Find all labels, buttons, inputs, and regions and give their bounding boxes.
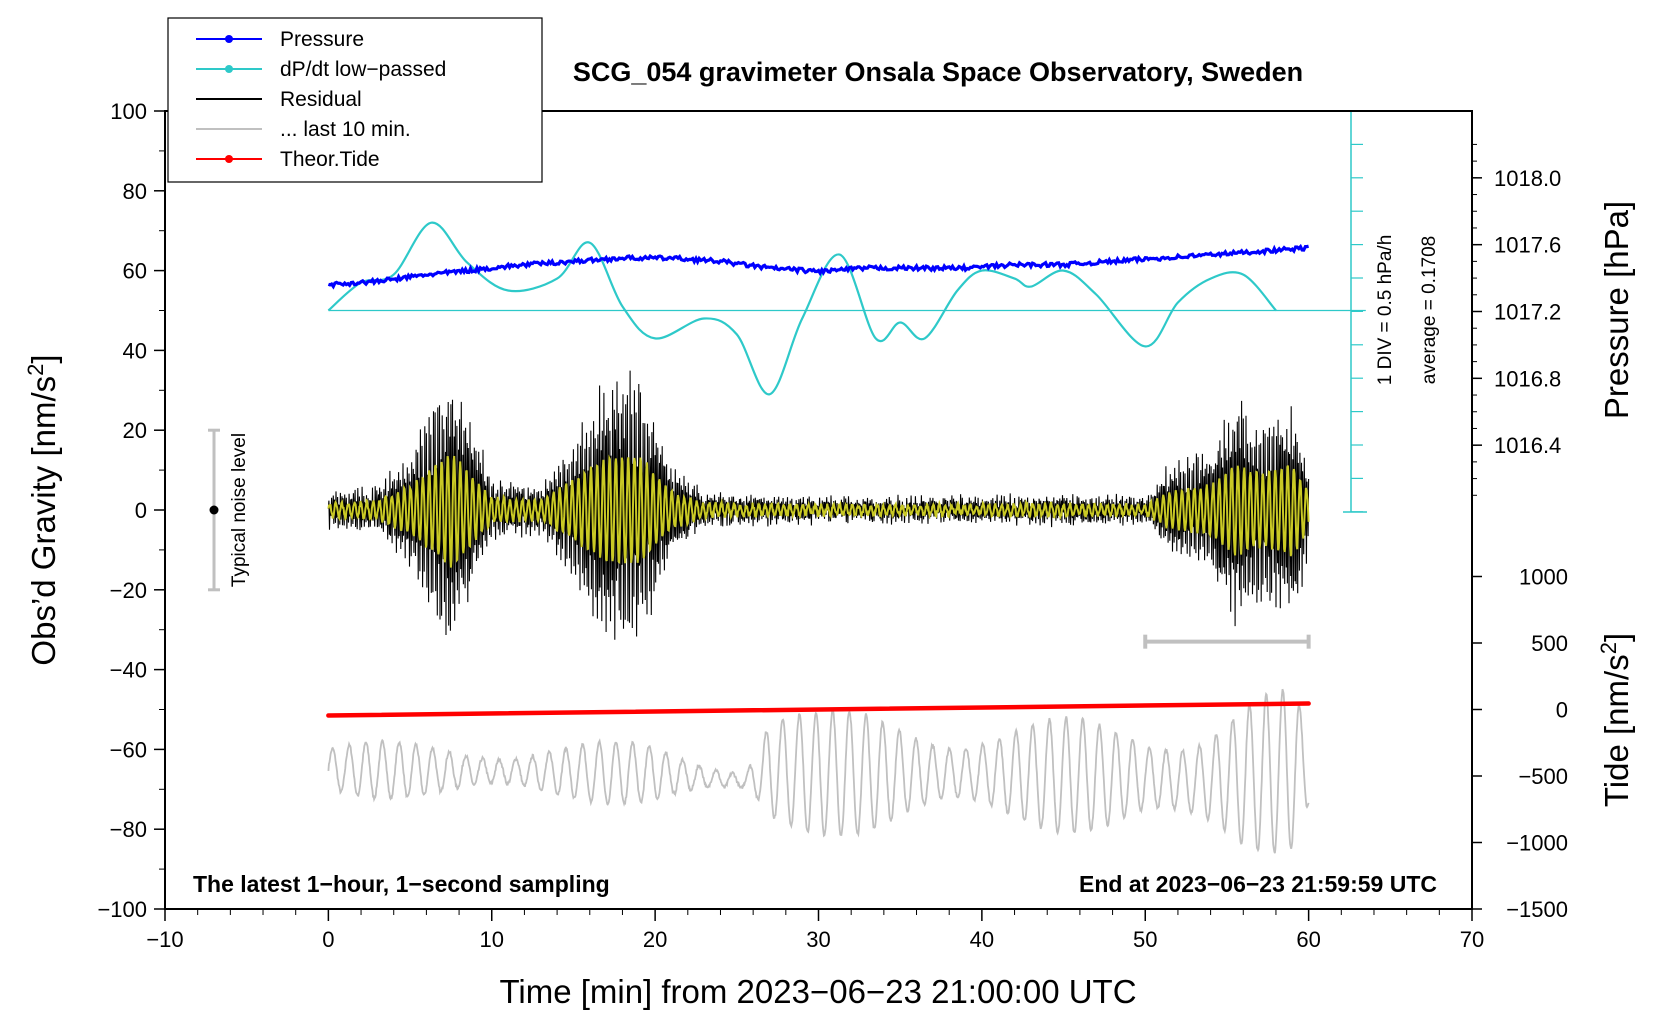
x-tick-label: 0 [322, 927, 334, 952]
legend-marker-4 [225, 155, 233, 163]
x-tick-label: 50 [1133, 927, 1157, 952]
x-tick-label: 10 [480, 927, 504, 952]
residual-series-line [327, 370, 1310, 640]
residual-lowpass-line [327, 454, 1310, 568]
pressure-tick-label: 1017.6 [1494, 233, 1561, 258]
y-tick-label: 0 [135, 498, 147, 523]
y-axis-title-base: Obs’d Gravity [nm/s [25, 376, 62, 666]
tide-tick-label: 500 [1531, 631, 1568, 656]
noise-level-label: Typical noise level [229, 433, 250, 587]
y-tick-label: 100 [110, 99, 147, 124]
tide-axis-title-base: Tide [nm/s [1598, 654, 1635, 807]
legend-label-3: ... last 10 min. [280, 118, 411, 141]
y-tick-label: −20 [110, 578, 147, 603]
y-axis-title-close: ] [25, 354, 62, 363]
legend-label-4: Theor.Tide [280, 148, 380, 171]
y-tick-label: −60 [110, 737, 147, 762]
tide-tick-label: −1500 [1506, 897, 1568, 922]
tide-tick-label: −500 [1518, 764, 1568, 789]
noise-bar-center [209, 505, 219, 515]
pressure-tick-label: 1018.0 [1494, 166, 1561, 191]
y-tick-label: 20 [123, 418, 147, 443]
y-tick-label: −80 [110, 817, 147, 842]
tide-axis-title-sup: 2 [1596, 642, 1621, 654]
y-tick-label: 80 [123, 179, 147, 204]
axes-layer: −10 0 10 20 30 40 50 60 70−100−80−60−40−20020406… [97, 99, 1568, 952]
x-tick-label: 70 [1460, 927, 1484, 952]
y-tick-label: −100 [97, 897, 147, 922]
pressure-series-line [327, 243, 1309, 290]
legend-marker-1 [225, 65, 233, 73]
tide-axis-title-close: ] [1598, 633, 1635, 642]
y-tick-label: 40 [123, 338, 147, 363]
chart-title: SCG_054 gravimeter Onsala Space Observat… [573, 57, 1303, 87]
series-layer [326, 221, 1311, 854]
legend-label-2: Residual [280, 88, 362, 111]
pressure-tick-label: 1016.8 [1494, 366, 1561, 391]
x-tick-label: 60 [1296, 927, 1320, 952]
pressure-tick-label: 1016.4 [1494, 433, 1561, 458]
tide-tick-label: 0 [1556, 698, 1568, 723]
annotation-layer [208, 110, 1367, 649]
theor-tide-line [326, 701, 1311, 718]
y-tick-label: −40 [110, 658, 147, 683]
legend-marker-0 [225, 35, 233, 43]
x-tick-label: 20 [643, 927, 667, 952]
dpdt-series-line [327, 221, 1277, 396]
end-time-note: End at 2023−06−23 21:59:59 UTC [1079, 871, 1437, 897]
legend: Pressure dP/dt low−passed Residual ... last… [167, 17, 543, 183]
tide-tick-label: −1000 [1506, 831, 1568, 856]
last10-series-line [327, 688, 1310, 854]
div-scale-label: 1 DIV = 0.5 hPa/h [1375, 235, 1396, 386]
tide-tick-label: 1000 [1519, 565, 1568, 590]
legend-label-0: Pressure [280, 28, 364, 51]
x-tick-label: 30 [806, 927, 830, 952]
pressure-tick-label: 1017.2 [1494, 300, 1561, 325]
y-axis-title: Obs’d Gravity [nm/s2] [23, 354, 62, 665]
plot-frame [164, 110, 1473, 910]
pressure-axis-title: Pressure [hPa] [1598, 201, 1635, 419]
tide-axis-title: Tide [nm/s2] [1596, 633, 1635, 807]
x-tick-label: 40 [970, 927, 994, 952]
y-axis-title-sup: 2 [23, 364, 48, 376]
y-tick-label: 60 [123, 259, 147, 284]
average-label: average = 0.1708 [1419, 236, 1440, 384]
x-axis-title: Time [min] from 2023−06−23 21:00:00 UTC [499, 973, 1136, 1010]
sampling-note: The latest 1−hour, 1−second sampling [193, 871, 610, 897]
legend-label-1: dP/dt low−passed [280, 58, 446, 81]
x-tick-label: −10 [146, 927, 183, 952]
